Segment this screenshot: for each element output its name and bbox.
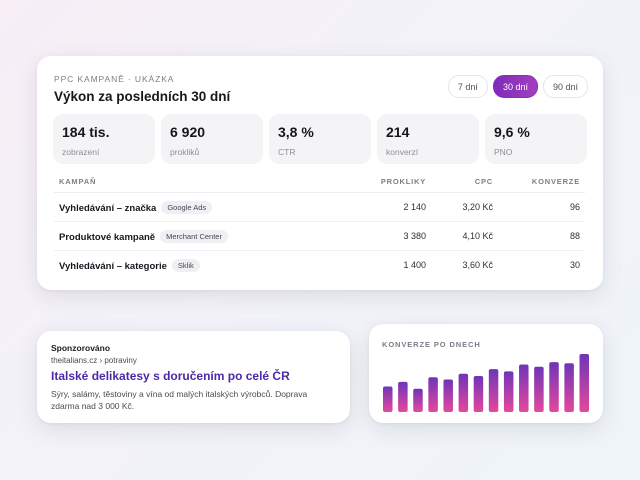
tab-30-days[interactable]: 30 dní bbox=[492, 75, 538, 98]
clicks-cell: 1 400 bbox=[403, 260, 426, 270]
column-header-cpc: CPC bbox=[431, 170, 498, 193]
panel-title: Výkon za posledních 30 dní bbox=[54, 89, 231, 104]
conversions-chart-card: KONVERZE PO DNECH bbox=[369, 324, 603, 423]
conversions-cell: 30 bbox=[569, 260, 580, 270]
kpi-value: 9,6 % bbox=[494, 124, 530, 140]
clicks-cell: 2 140 bbox=[364, 192, 431, 222]
kpi-label: prokliků bbox=[170, 147, 200, 157]
campaign-name: Vyhledávání – kategorie bbox=[59, 260, 167, 272]
kpi-label: zobrazení bbox=[62, 147, 100, 157]
kpi-clicks: 6 920 prokliků bbox=[161, 114, 263, 164]
kpi-ctr: 3,8 % CTR bbox=[269, 114, 371, 164]
kpi-pno: 9,6 % PNO bbox=[485, 114, 587, 164]
cpc-cell: 4,10 Kč bbox=[431, 221, 498, 251]
chart-bar-6 bbox=[458, 373, 469, 412]
tab-90-days[interactable]: 90 dní bbox=[542, 75, 588, 98]
sponsored-label: Sponzorováno bbox=[51, 343, 111, 353]
kpi-label: CTR bbox=[278, 147, 296, 157]
table-header-row: KAMPAŇ PROKLIKY CPC KONVERZE bbox=[54, 170, 585, 193]
column-header-campaign: KAMPAŇ bbox=[54, 170, 364, 193]
kpi-value: 3,8 % bbox=[278, 124, 314, 140]
chart-title: KONVERZE PO DNECH bbox=[382, 340, 481, 349]
cpc-cell: 3,20 Kč bbox=[431, 192, 498, 222]
cpc-cell: 3,60 Kč bbox=[462, 260, 493, 270]
campaign-name: Vyhledávání – značka bbox=[59, 202, 157, 214]
chart-bar-7 bbox=[473, 376, 484, 412]
campaign-name: Produktové kampaně bbox=[59, 231, 156, 243]
chart-bar-4 bbox=[428, 377, 438, 412]
chart-bar-12 bbox=[549, 362, 559, 412]
chart-bar-11 bbox=[534, 366, 544, 412]
chart-bar-13 bbox=[564, 363, 574, 412]
campaign-cell: Vyhledávání – kategorie Sklik bbox=[54, 251, 364, 280]
ad-headline-link[interactable]: Italské delikatesy s doručením po celé Č… bbox=[51, 369, 290, 383]
campaign-cell: Produktové kampaně Merchant Center bbox=[54, 221, 364, 251]
table-row[interactable]: Vyhledávání – značka Google Ads 2 140 3,2… bbox=[54, 192, 585, 222]
ad-description: Sýry, salámy, těstoviny a vína od malých… bbox=[51, 389, 308, 411]
platform-badge: Sklik bbox=[171, 258, 200, 272]
kpi-value: 214 bbox=[386, 124, 410, 140]
platform-badge: Google Ads bbox=[161, 200, 213, 214]
campaign-cell: Vyhledávání – značka Google Ads bbox=[54, 192, 364, 222]
chart-bar-5 bbox=[443, 379, 453, 412]
conversions-bar-chart bbox=[383, 354, 589, 412]
panel-eyebrow: PPC KAMPANĚ · UKÁZKA bbox=[54, 74, 175, 84]
table-row[interactable]: Vyhledávání – kategorie Sklik 1 400 3,60 … bbox=[54, 251, 585, 280]
sponsored-ad-card: Sponzorováno theitalians.cz › potraviny … bbox=[37, 331, 350, 423]
column-header-clicks: PROKLIKY bbox=[364, 170, 431, 193]
kpi-row: 184 tis. zobrazení 6 920 prokliků 3,8 % … bbox=[53, 114, 587, 164]
chart-bar-3 bbox=[413, 388, 423, 412]
chart-bar-1 bbox=[383, 386, 393, 412]
kpi-conversions: 214 konverzí bbox=[377, 114, 479, 164]
kpi-value: 6 920 bbox=[170, 124, 206, 140]
kpi-label: konverzí bbox=[386, 147, 419, 157]
chart-bar-2 bbox=[398, 381, 408, 412]
chart-bar-8 bbox=[488, 369, 499, 412]
conversions-cell: 96 bbox=[498, 192, 585, 222]
clicks-cell: 3 380 bbox=[364, 221, 431, 251]
conversions-cell: 88 bbox=[498, 221, 585, 251]
table-row[interactable]: Produktové kampaně Merchant Center 3 380 … bbox=[54, 221, 585, 251]
kpi-value: 184 tis. bbox=[62, 124, 110, 140]
column-header-conversions: KONVERZE bbox=[498, 170, 585, 193]
tab-7-days[interactable]: 7 dní bbox=[447, 75, 488, 98]
chart-bar-14 bbox=[579, 354, 589, 412]
performance-panel: PPC KAMPANĚ · UKÁZKA Výkon za posledních… bbox=[37, 56, 603, 290]
kpi-impressions: 184 tis. zobrazení bbox=[53, 114, 155, 164]
campaign-table: KAMPAŇ PROKLIKY CPC KONVERZE Vyhledávání… bbox=[54, 170, 585, 279]
kpi-label: PNO bbox=[494, 147, 513, 157]
platform-badge: Merchant Center bbox=[160, 229, 228, 243]
ad-display-url[interactable]: theitalians.cz › potraviny bbox=[51, 356, 137, 365]
chart-bar-9 bbox=[503, 371, 514, 412]
chart-bar-10 bbox=[519, 364, 529, 412]
period-tabs: 7 dní 30 dní 90 dní bbox=[447, 75, 588, 98]
